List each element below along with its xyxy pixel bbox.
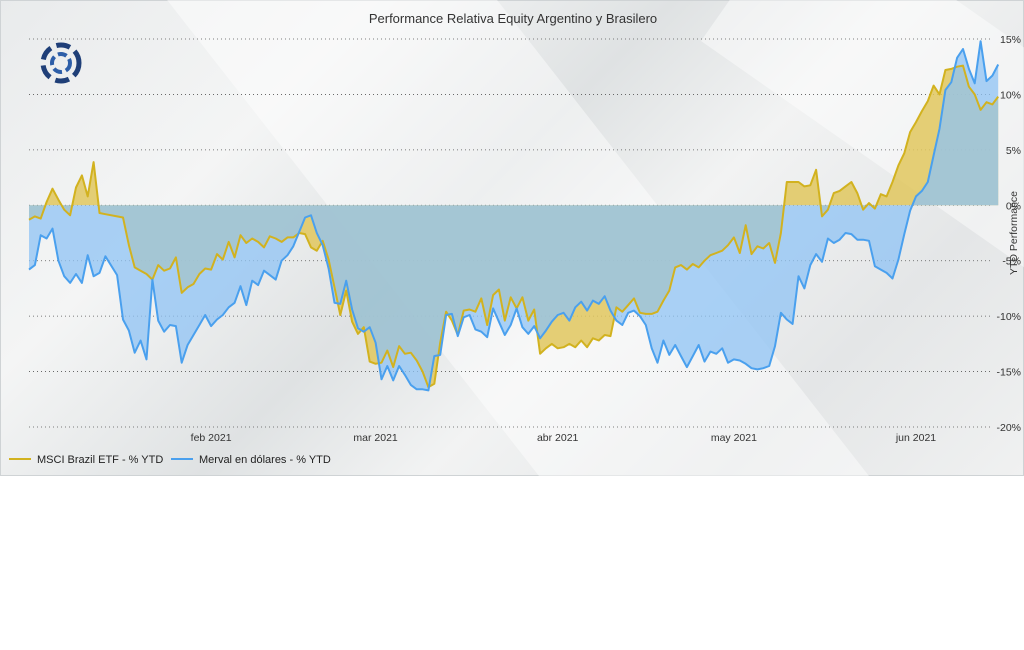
- x-tick-label: mar 2021: [353, 432, 398, 444]
- y-axis-label: YTD Performance: [1008, 191, 1020, 275]
- y-axis-ticks: 15% 10% 5% 0% -5% -10% -15% -20%: [996, 34, 1021, 434]
- area-fills: [29, 41, 999, 391]
- y-tick-label: 10%: [1000, 89, 1021, 101]
- chart-panel: Performance Relativa Equity Argentino y …: [0, 0, 1024, 476]
- series-lines: [28, 40, 1000, 392]
- y-tick-label: 15%: [1000, 34, 1021, 46]
- y-tick-label: 5%: [1006, 145, 1021, 157]
- x-axis-ticks: feb 2021 mar 2021 abr 2021 may 2021 jun 2021: [191, 432, 937, 444]
- line-merval: [28, 40, 1000, 392]
- y-tick-label: -20%: [996, 422, 1021, 434]
- x-tick-label: jun 2021: [895, 432, 936, 444]
- y-tick-label: -10%: [996, 311, 1021, 323]
- x-tick-label: may 2021: [711, 432, 757, 444]
- y-tick-label: -15%: [996, 367, 1021, 379]
- x-tick-label: feb 2021: [191, 432, 232, 444]
- chart-title: Performance Relativa Equity Argentino y …: [369, 11, 657, 26]
- circular-logo-icon: [40, 42, 82, 84]
- legend[interactable]: MSCI Brazil ETF - % YTD Merval en dólare…: [9, 454, 331, 466]
- y-tick-label: -5%: [1002, 256, 1021, 268]
- area-merval: [29, 41, 999, 391]
- area-chart: Performance Relativa Equity Argentino y …: [9, 11, 1021, 466]
- legend-label-merval: Merval en dólares - % YTD: [199, 454, 331, 466]
- legend-label-msci: MSCI Brazil ETF - % YTD: [37, 454, 163, 466]
- x-tick-label: abr 2021: [537, 432, 579, 444]
- y-tick-label: 0%: [1006, 200, 1021, 212]
